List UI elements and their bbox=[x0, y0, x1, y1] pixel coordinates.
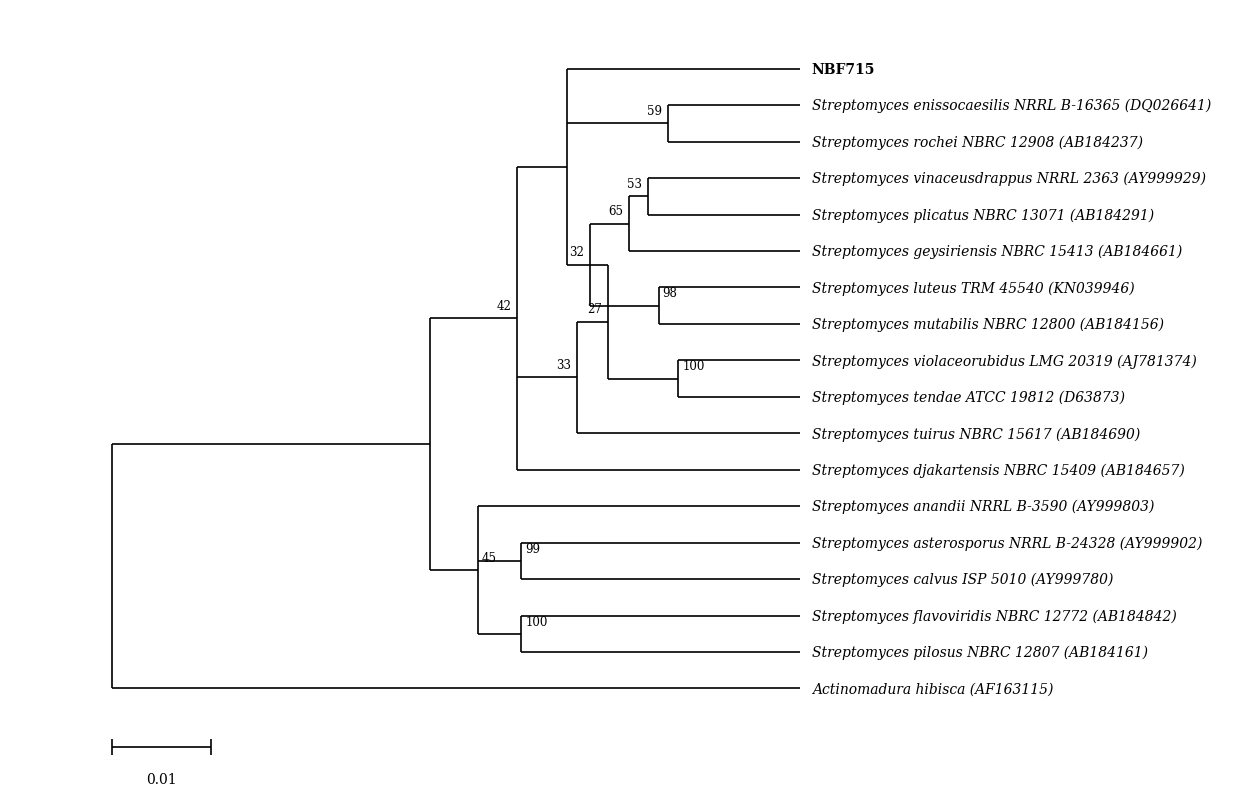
Text: Streptomyces vinaceusdrappus NRRL 2363 (AY999929): Streptomyces vinaceusdrappus NRRL 2363 (… bbox=[812, 172, 1205, 186]
Text: Streptomyces enissocaesilis NRRL B-16365 (DQ026641): Streptomyces enissocaesilis NRRL B-16365… bbox=[812, 99, 1211, 113]
Text: Streptomyces flavoviridis NBRC 12772 (AB184842): Streptomyces flavoviridis NBRC 12772 (AB… bbox=[812, 609, 1177, 623]
Text: Streptomyces djakartensis NBRC 15409 (AB184657): Streptomyces djakartensis NBRC 15409 (AB… bbox=[812, 463, 1184, 477]
Text: 100: 100 bbox=[682, 360, 704, 373]
Text: 53: 53 bbox=[626, 178, 641, 191]
Text: 98: 98 bbox=[662, 287, 677, 300]
Text: Streptomyces tendae ATCC 19812 (D63873): Streptomyces tendae ATCC 19812 (D63873) bbox=[812, 390, 1125, 404]
Text: 0.01: 0.01 bbox=[146, 772, 176, 786]
Text: 59: 59 bbox=[646, 105, 662, 118]
Text: NBF715: NBF715 bbox=[812, 63, 875, 77]
Text: 42: 42 bbox=[496, 300, 511, 313]
Text: 33: 33 bbox=[556, 358, 572, 372]
Text: 99: 99 bbox=[526, 542, 541, 555]
Text: Actinomadura hibisca (AF163115): Actinomadura hibisca (AF163115) bbox=[812, 682, 1053, 695]
Text: Streptomyces geysiriensis NBRC 15413 (AB184661): Streptomyces geysiriensis NBRC 15413 (AB… bbox=[812, 245, 1182, 259]
Text: 65: 65 bbox=[608, 205, 622, 218]
Text: 45: 45 bbox=[481, 551, 496, 564]
Text: Streptomyces luteus TRM 45540 (KN039946): Streptomyces luteus TRM 45540 (KN039946) bbox=[812, 281, 1135, 295]
Text: Streptomyces violaceorubidus LMG 20319 (AJ781374): Streptomyces violaceorubidus LMG 20319 (… bbox=[812, 354, 1197, 368]
Text: Streptomyces calvus ISP 5010 (AY999780): Streptomyces calvus ISP 5010 (AY999780) bbox=[812, 572, 1114, 586]
Text: 27: 27 bbox=[587, 303, 601, 316]
Text: Streptomyces anandii NRRL B-3590 (AY999803): Streptomyces anandii NRRL B-3590 (AY9998… bbox=[812, 500, 1154, 514]
Text: Streptomyces tuirus NBRC 15617 (AB184690): Streptomyces tuirus NBRC 15617 (AB184690… bbox=[812, 427, 1140, 441]
Text: Streptomyces plicatus NBRC 13071 (AB184291): Streptomyces plicatus NBRC 13071 (AB1842… bbox=[812, 209, 1154, 222]
Text: 100: 100 bbox=[526, 615, 548, 628]
Text: Streptomyces asterosporus NRRL B-24328 (AY999902): Streptomyces asterosporus NRRL B-24328 (… bbox=[812, 536, 1202, 550]
Text: 32: 32 bbox=[569, 246, 584, 259]
Text: Streptomyces rochei NBRC 12908 (AB184237): Streptomyces rochei NBRC 12908 (AB184237… bbox=[812, 136, 1143, 150]
Text: Streptomyces mutabilis NBRC 12800 (AB184156): Streptomyces mutabilis NBRC 12800 (AB184… bbox=[812, 318, 1163, 332]
Text: Streptomyces pilosus NBRC 12807 (AB184161): Streptomyces pilosus NBRC 12807 (AB18416… bbox=[812, 645, 1148, 659]
